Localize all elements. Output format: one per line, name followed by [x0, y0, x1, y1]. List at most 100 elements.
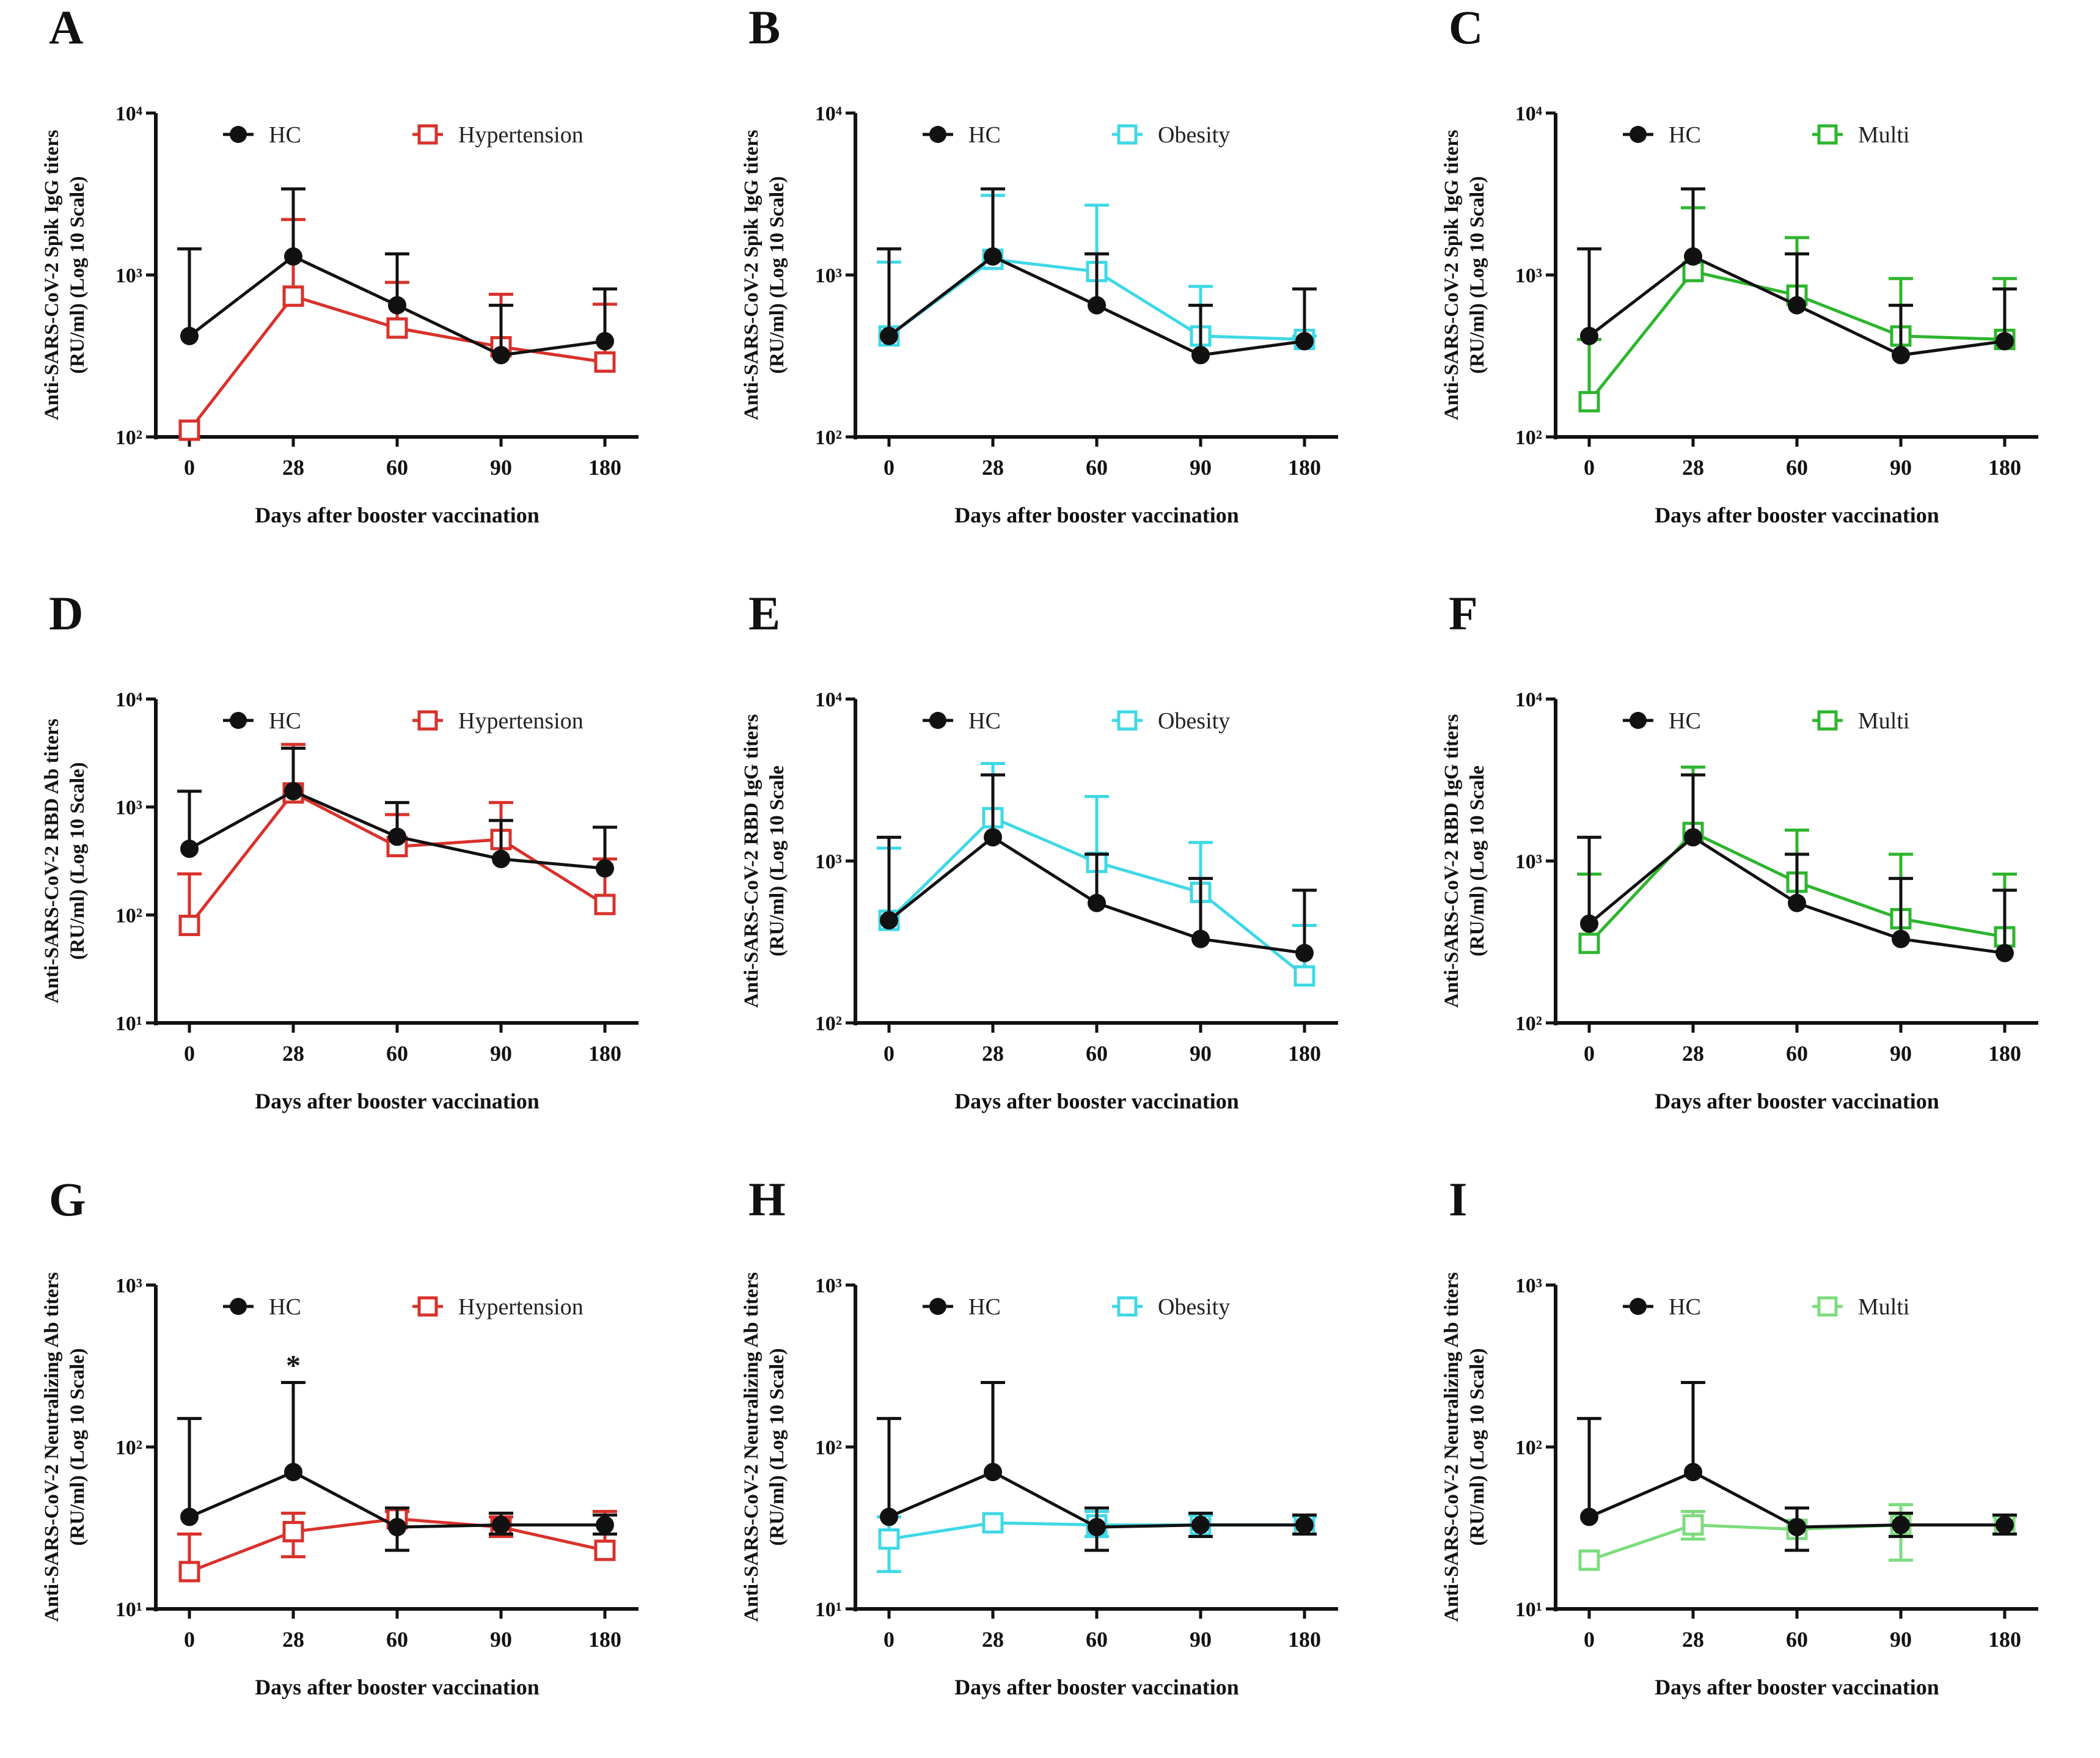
legend-entry: Obesity	[1112, 1294, 1230, 1320]
legend-label: HC	[1669, 1294, 1701, 1320]
data-point	[880, 326, 898, 345]
data-point	[1295, 943, 1314, 962]
y-tick-label: 10⁴	[115, 689, 142, 711]
y-tick-label: 10²	[1515, 427, 1542, 449]
legend-label: Multi	[1858, 1294, 1909, 1320]
data-point	[984, 828, 1002, 847]
legend-label: Hypertension	[458, 122, 584, 148]
legend-entry: HC	[1623, 708, 1701, 734]
data-point	[1684, 828, 1702, 847]
data-point	[596, 1515, 614, 1534]
x-tick-label: 60	[1086, 455, 1108, 480]
x-tick-label: 0	[884, 1627, 895, 1652]
legend-label: Hypertension	[458, 1294, 584, 1320]
y-tick-label: 10¹	[115, 1013, 142, 1035]
x-tick-label: 180	[1288, 1627, 1321, 1652]
data-point	[1191, 1515, 1210, 1534]
data-point	[1578, 390, 1600, 412]
legend-marker	[1117, 1296, 1138, 1317]
y-axis-label-line1: Anti-SARS-CoV-2 RBD IgG titers	[1441, 714, 1463, 1008]
y-tick-label: 10³	[815, 1275, 842, 1297]
legend-entry: Multi	[1812, 1294, 1909, 1320]
x-tick-label: 28	[282, 1041, 304, 1066]
legend-entry: HC	[1623, 1294, 1701, 1320]
x-tick-label: 180	[588, 1627, 621, 1652]
data-point	[596, 859, 614, 878]
y-axis-label-line2: (RU/ml) (Log 10 Scale)	[766, 1348, 788, 1546]
panel-d: D 10¹ 10² 10³ 10⁴ 0 28 60 90 180 Days after booste…	[0, 586, 700, 1172]
y-tick-label: 10²	[115, 904, 142, 927]
data-point	[596, 332, 614, 351]
x-tick-label: 180	[1288, 455, 1321, 480]
data-point	[180, 326, 199, 345]
panel-letter: F	[1449, 587, 1478, 640]
legend-entry: HC	[923, 708, 1001, 734]
data-point	[180, 1507, 199, 1526]
data-point	[1578, 1549, 1600, 1571]
panel-letter: C	[1449, 1, 1484, 54]
y-tick-label: 10³	[1515, 265, 1542, 287]
x-tick-label: 28	[982, 1041, 1004, 1066]
data-point	[1293, 965, 1315, 987]
x-axis-label: Days after booster vaccination	[255, 1089, 540, 1113]
x-tick-label: 60	[1086, 1627, 1108, 1652]
x-tick-label: 60	[1786, 1041, 1808, 1066]
y-axis-label: Anti-SARS-CoV-2 Neutralizing Ab titers (R…	[741, 1272, 788, 1622]
data-point	[1578, 932, 1600, 954]
y-axis-label: Anti-SARS-CoV-2 Spik IgG titers (RU/ml) (…	[1441, 130, 1488, 420]
x-tick-label: 60	[1086, 1041, 1108, 1066]
significance-marker: *	[286, 1350, 301, 1382]
series-hc	[1577, 187, 2017, 365]
data-point	[178, 419, 200, 441]
panel-f: F 10² 10³ 10⁴ 0 28 60 90 180 Days after booster v…	[1400, 586, 2100, 1172]
y-tick-label: 10⁴	[1515, 103, 1542, 125]
legend-entry: HC	[223, 1294, 301, 1320]
y-tick-label: 10⁴	[815, 103, 842, 125]
legend-marker	[230, 1298, 247, 1315]
y-tick-label: 10²	[115, 1437, 142, 1459]
y-tick-label: 10¹	[115, 1599, 142, 1621]
x-tick-label: 90	[1890, 1041, 1912, 1066]
legend-entry: Hypertension	[412, 1294, 584, 1320]
legend-label: HC	[968, 1294, 1001, 1320]
x-tick-label: 28	[1682, 455, 1704, 480]
chart-a: 10² 10³ 10⁴ 0 28 60 90 180 Days after booster va…	[41, 103, 638, 527]
chart-c: 10² 10³ 10⁴ 0 28 60 90 180 Days after booster va…	[1441, 103, 2038, 527]
series-hc	[877, 187, 1317, 365]
x-tick-label: 0	[884, 1041, 895, 1066]
y-axis-label: Anti-SARS-CoV-2 RBD Ab titers (RU/ml) (Lo…	[41, 719, 89, 1003]
panel-letter: E	[748, 587, 781, 640]
x-tick-label: 0	[884, 455, 895, 480]
panel-c: C 10² 10³ 10⁴ 0 28 60 90 180 Days after booster v…	[1400, 0, 2100, 586]
data-point	[492, 849, 510, 868]
y-axis-label-line2: (RU/ml) (Log 10 Scale)	[1466, 1348, 1488, 1546]
y-axis-label-line2: (RU/ml) (Log 10 Scale)	[67, 1348, 89, 1546]
chart-d: 10¹ 10² 10³ 10⁴ 0 28 60 90 180 Days after booster…	[41, 689, 638, 1113]
panel-e: E 10² 10³ 10⁴ 0 28 60 90 180 Days after booster v…	[700, 586, 1400, 1172]
x-tick-label: 28	[1682, 1627, 1704, 1652]
data-point	[1088, 1518, 1106, 1537]
x-tick-label: 90	[1190, 1627, 1212, 1652]
series-hc	[177, 187, 617, 365]
panel-letter: H	[748, 1173, 786, 1226]
legend-label: Obesity	[1158, 122, 1230, 148]
chart-b: 10² 10³ 10⁴ 0 28 60 90 180 Days after booster va…	[741, 103, 1338, 527]
x-tick-label: 180	[1988, 1041, 2021, 1066]
panel-letter: G	[49, 1173, 86, 1226]
x-axis-label: Days after booster vaccination	[255, 1675, 540, 1699]
y-axis-label-line1: Anti-SARS-CoV-2 Spik IgG titers	[41, 130, 63, 420]
x-tick-label: 180	[1988, 1627, 2021, 1652]
y-axis-label-line2: (RU/ml) (Log 10 Scale)	[67, 762, 89, 960]
x-axis-label: Days after booster vaccination	[954, 503, 1239, 527]
legend-marker	[1630, 712, 1647, 729]
x-tick-label: 60	[386, 1627, 408, 1652]
panel-h: H 10¹ 10² 10³ 0 28 60 90 180 Days after booster v…	[700, 1172, 1400, 1758]
data-point	[984, 247, 1002, 266]
x-tick-label: 60	[1786, 455, 1808, 480]
legend-label: Hypertension	[458, 708, 584, 734]
x-tick-label: 28	[282, 1627, 304, 1652]
x-tick-label: 180	[588, 1041, 621, 1066]
x-tick-label: 90	[490, 1041, 512, 1066]
legend-label: HC	[1669, 122, 1701, 148]
y-tick-label: 10²	[815, 427, 842, 449]
